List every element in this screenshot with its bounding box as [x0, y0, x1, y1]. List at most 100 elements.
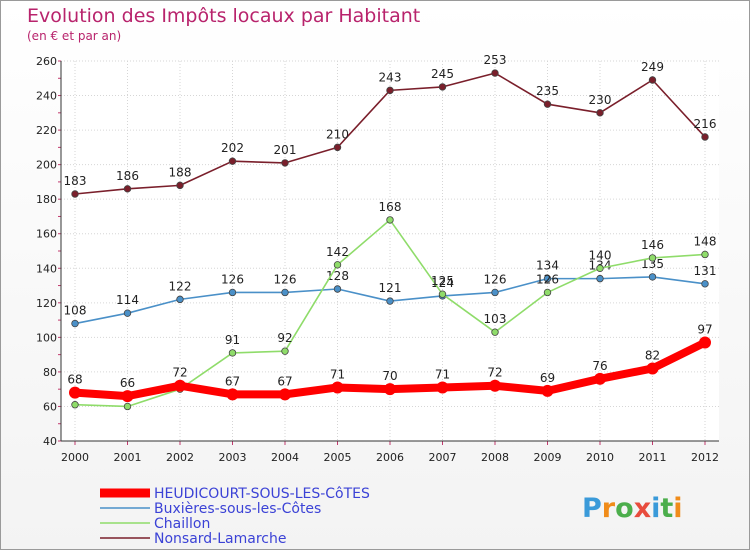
data-point: [228, 349, 237, 357]
data-label: 183: [64, 174, 87, 188]
chart-title: Evolution des Impôts locaux par Habitant: [27, 5, 421, 27]
y-tick-label: 200: [36, 159, 57, 172]
data-label: 92: [277, 331, 292, 345]
legend-label: Buxières-sous-les-Côtes: [154, 501, 321, 517]
data-label: 69: [540, 371, 555, 385]
data-label: 168: [379, 200, 402, 214]
data-label: 72: [172, 366, 187, 380]
data-point: [438, 83, 447, 91]
legend-label: Chaillon: [154, 516, 210, 532]
data-label: 253: [484, 53, 507, 67]
data-point: [648, 273, 657, 281]
data-point: [333, 285, 342, 293]
data-point: [543, 274, 552, 283]
data-point: [176, 181, 184, 190]
data-point: [701, 133, 709, 141]
y-tick-label: 160: [36, 228, 57, 241]
y-tick-label: 60: [43, 400, 57, 413]
data-label: 146: [641, 238, 664, 252]
data-point: [71, 319, 79, 328]
y-tick-label: 180: [36, 193, 57, 206]
data-point: [121, 390, 134, 403]
data-point: [491, 328, 499, 336]
y-tick-label: 140: [36, 262, 57, 275]
data-point: [123, 309, 132, 317]
data-point: [646, 362, 659, 375]
data-point: [228, 157, 237, 165]
data-label: 122: [169, 279, 192, 293]
data-point: [386, 86, 394, 95]
data-point: [386, 297, 394, 305]
data-label: 68: [67, 373, 82, 387]
data-label: 67: [225, 374, 240, 388]
data-point: [489, 379, 501, 392]
data-point: [596, 264, 604, 272]
data-point: [333, 143, 342, 152]
data-label: 82: [645, 348, 660, 362]
data-label: 230: [589, 93, 612, 107]
data-label: 103: [484, 312, 507, 326]
data-label: 140: [589, 248, 612, 262]
y-tick-label: 100: [36, 331, 57, 344]
data-point: [333, 261, 342, 269]
data-label: 235: [536, 84, 559, 98]
data-label: 186: [116, 169, 139, 183]
data-point: [386, 216, 394, 224]
data-label: 70: [382, 369, 397, 383]
x-tick-label: 2002: [166, 451, 194, 464]
data-point: [123, 402, 132, 411]
data-point: [541, 384, 554, 397]
data-label: 97: [697, 323, 712, 337]
data-label: 210: [326, 127, 349, 141]
data-label: 126: [221, 272, 244, 286]
data-point: [699, 336, 711, 349]
data-label: 126: [274, 272, 297, 286]
data-label: 126: [484, 272, 507, 286]
data-label: 67: [277, 374, 292, 388]
x-tick-label: 2003: [219, 451, 247, 464]
x-tick-label: 2005: [324, 451, 352, 464]
data-label: 91: [225, 333, 240, 347]
legend-label: Nonsard-Lamarche: [154, 531, 286, 547]
data-point: [279, 388, 291, 401]
data-label: 114: [116, 293, 139, 307]
data-point: [491, 69, 499, 77]
data-label: 108: [64, 304, 87, 318]
legend-label: HEUDICOURT-SOUS-LES-CôTES: [154, 486, 370, 502]
x-tick-label: 2007: [429, 451, 457, 464]
data-point: [491, 288, 499, 297]
y-tick-label: 80: [43, 366, 57, 379]
data-label: 249: [641, 60, 664, 74]
data-point: [543, 100, 552, 108]
data-label: 125: [431, 274, 454, 288]
x-tick-label: 2004: [271, 451, 299, 464]
data-point: [174, 379, 186, 392]
data-label: 126: [536, 272, 559, 286]
x-tick-label: 2010: [586, 451, 614, 464]
data-label: 134: [536, 259, 559, 273]
data-label: 243: [379, 70, 402, 84]
data-point: [701, 250, 709, 259]
data-label: 142: [326, 245, 349, 259]
y-tick-label: 220: [36, 124, 57, 137]
x-tick-label: 2008: [481, 451, 509, 464]
x-tick-label: 2012: [691, 451, 719, 464]
x-tick-label: 2009: [534, 451, 562, 464]
data-point: [281, 347, 289, 355]
y-tick-label: 240: [36, 90, 57, 103]
data-label: 216: [694, 117, 717, 131]
data-point: [226, 388, 239, 401]
data-label: 71: [330, 367, 345, 381]
data-label: 202: [221, 141, 244, 155]
data-point: [436, 381, 449, 394]
data-point: [123, 185, 132, 193]
data-label: 201: [274, 143, 297, 157]
data-point: [701, 280, 709, 288]
chart-subtitle: (en € et par an): [27, 29, 122, 43]
y-tick-label: 40: [43, 435, 57, 448]
data-point: [384, 383, 396, 396]
data-label: 76: [592, 359, 607, 373]
data-label: 188: [169, 165, 192, 179]
proxiti-logo: Proxiti: [582, 493, 683, 524]
data-point: [281, 159, 289, 167]
